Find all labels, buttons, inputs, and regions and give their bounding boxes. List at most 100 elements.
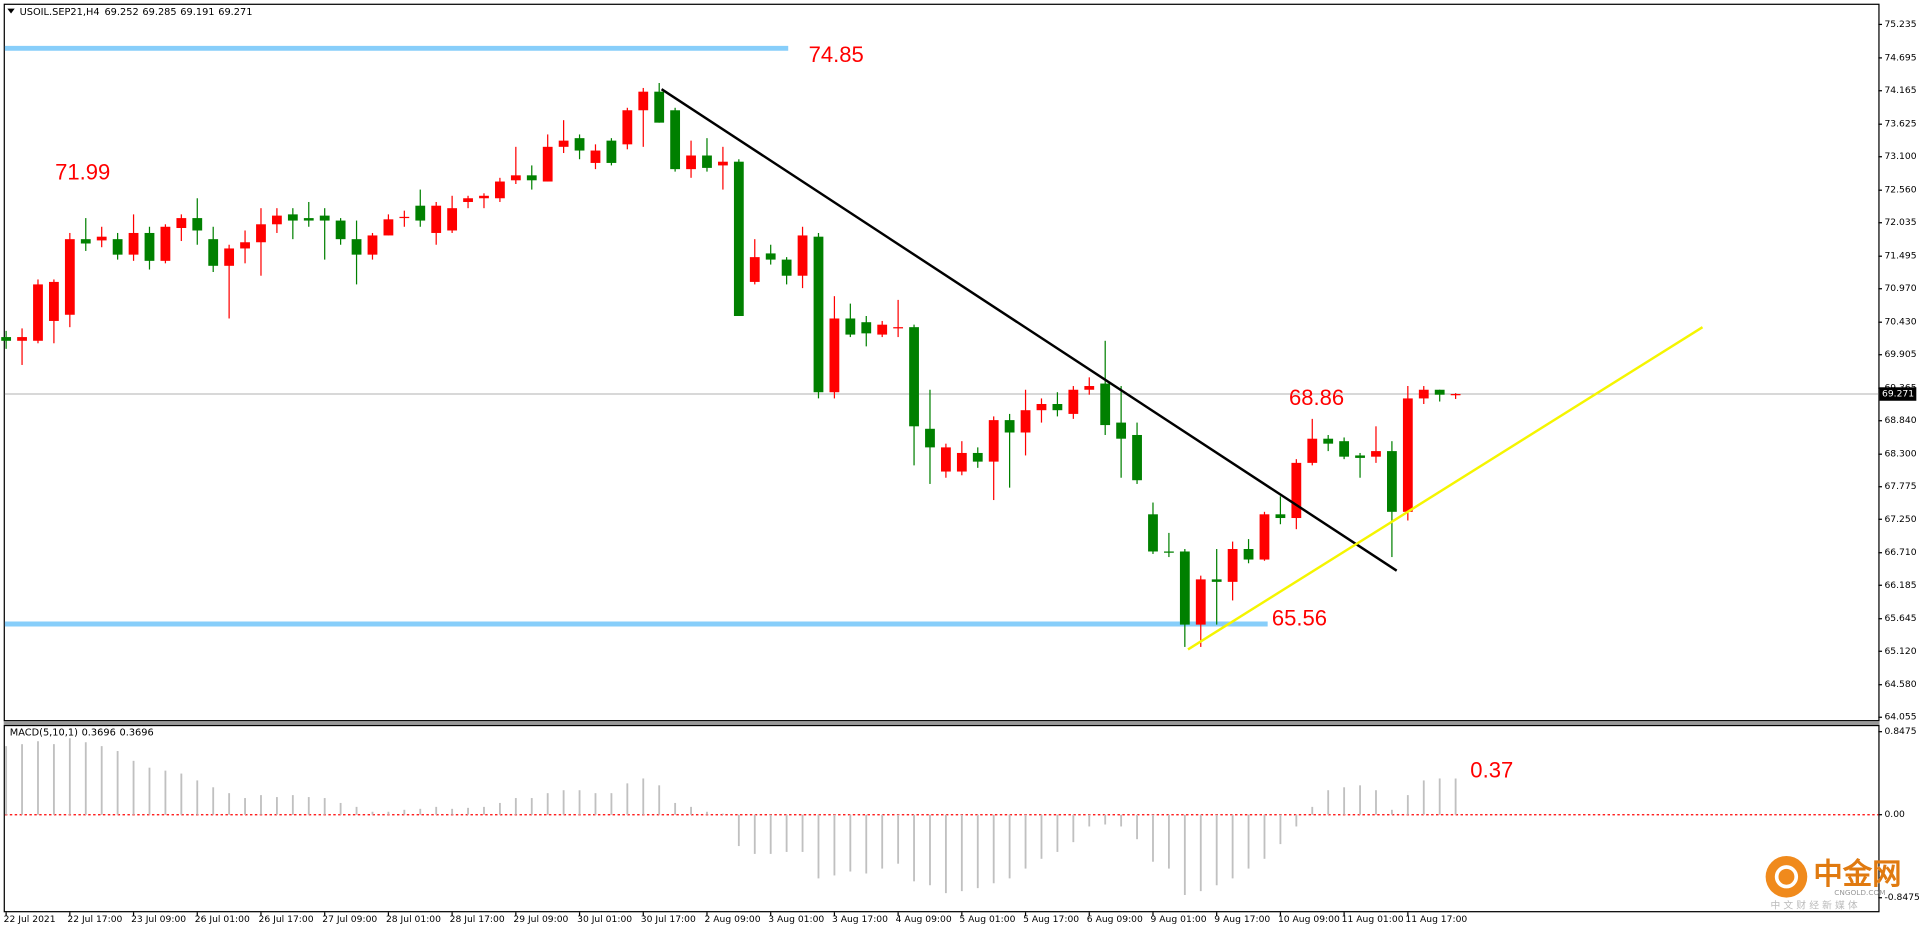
y-tick-label: 74.165 bbox=[1884, 85, 1916, 96]
x-tick-label: 10 Aug 09:00 bbox=[1278, 914, 1340, 925]
candle-body bbox=[526, 175, 537, 181]
candle-body bbox=[303, 218, 314, 221]
macd-signal: 0.3696 bbox=[119, 727, 153, 738]
y-tick-label: 67.775 bbox=[1884, 481, 1916, 492]
x-tick-label: 5 Aug 01:00 bbox=[959, 914, 1015, 925]
candle-body bbox=[606, 140, 617, 163]
candle-body bbox=[319, 215, 330, 221]
candle-body bbox=[335, 220, 346, 240]
candle-body bbox=[112, 239, 123, 255]
candle-body bbox=[479, 195, 489, 199]
candle-body bbox=[1068, 389, 1079, 414]
candle-body bbox=[654, 91, 665, 123]
candle-body bbox=[1116, 422, 1127, 439]
candle-body bbox=[1148, 514, 1158, 552]
logo-circle bbox=[1765, 855, 1808, 898]
y-tick-label: 69.905 bbox=[1884, 349, 1916, 360]
x-tick-label: 28 Jul 17:00 bbox=[450, 914, 505, 925]
candle-body bbox=[160, 226, 171, 261]
candle-body bbox=[877, 324, 888, 335]
macd-header: MACD(5,10,1) 0.3696 0.3696 bbox=[10, 727, 154, 738]
candle-body bbox=[813, 236, 824, 393]
candle-body bbox=[1355, 455, 1365, 458]
candle-body bbox=[1275, 514, 1286, 519]
candle-body bbox=[1052, 404, 1063, 411]
candle-body bbox=[988, 420, 999, 462]
open-value: 69.252 bbox=[104, 7, 138, 18]
macd-annotation: 0.37 bbox=[1470, 757, 1513, 782]
candle-body bbox=[431, 205, 442, 233]
candle-body bbox=[1211, 579, 1222, 582]
x-tick-label: 26 Jul 17:00 bbox=[259, 914, 314, 925]
candle-body bbox=[1387, 451, 1397, 512]
candle-body bbox=[128, 232, 139, 255]
y-tick-label: 74.695 bbox=[1884, 52, 1916, 63]
y-tick-label: 72.560 bbox=[1884, 185, 1916, 196]
candle-body bbox=[1339, 441, 1350, 457]
candle-body bbox=[463, 198, 473, 202]
pane-separator bbox=[3, 721, 1880, 725]
candle-body bbox=[383, 219, 394, 236]
candle-body bbox=[686, 155, 696, 170]
y-tick-label: 70.970 bbox=[1884, 283, 1916, 294]
candle-body bbox=[956, 452, 967, 472]
candle-body bbox=[909, 327, 919, 427]
y-tick-label: 73.100 bbox=[1884, 151, 1916, 162]
candle-body bbox=[510, 175, 521, 181]
x-tick-label: 3 Aug 01:00 bbox=[768, 914, 824, 925]
candle-body bbox=[64, 239, 75, 315]
x-tick-label: 9 Aug 01:00 bbox=[1151, 914, 1207, 925]
candle-body bbox=[574, 138, 585, 151]
candle-body bbox=[1020, 410, 1031, 433]
macd-value: 0.3696 bbox=[82, 727, 116, 738]
current-price-tag bbox=[1879, 387, 1917, 401]
candle-body bbox=[1084, 386, 1095, 390]
candle-body bbox=[208, 239, 219, 266]
watermark-domain: CNGOLD.COM bbox=[1834, 888, 1885, 897]
candle-body bbox=[1323, 438, 1334, 444]
x-tick-label: 9 Aug 17:00 bbox=[1214, 914, 1270, 925]
x-tick-label: 2 Aug 09:00 bbox=[705, 914, 761, 925]
x-tick-label: 5 Aug 17:00 bbox=[1023, 914, 1079, 925]
candle-body bbox=[272, 215, 282, 225]
x-tick-label: 6 Aug 09:00 bbox=[1087, 914, 1143, 925]
candle-body bbox=[415, 205, 426, 221]
candle-body bbox=[224, 248, 235, 266]
candle-body bbox=[1418, 389, 1429, 399]
y-tick-label: 66.710 bbox=[1884, 547, 1916, 558]
candle-body bbox=[845, 318, 856, 335]
candle-body bbox=[1307, 438, 1318, 463]
x-tick-label: 23 Jul 09:00 bbox=[131, 914, 186, 925]
y-tick-label: 67.250 bbox=[1884, 514, 1916, 525]
candle-body bbox=[558, 140, 569, 147]
candle-body bbox=[797, 235, 808, 276]
current-price-label: 69.271 bbox=[1882, 389, 1914, 400]
candle-body bbox=[240, 242, 250, 249]
high-value: 69.285 bbox=[142, 7, 176, 18]
y-tick-label: 65.120 bbox=[1884, 646, 1916, 657]
macd-y-tick-label: -0.8475 bbox=[1884, 892, 1920, 903]
candle-body bbox=[749, 257, 760, 282]
candle-body bbox=[256, 224, 266, 243]
candle-body bbox=[1132, 434, 1142, 481]
candle-body bbox=[1164, 551, 1174, 553]
y-tick-label: 65.645 bbox=[1884, 613, 1916, 624]
candle-body bbox=[1371, 451, 1381, 457]
candle-body bbox=[287, 214, 298, 221]
y-tick-label: 72.035 bbox=[1884, 217, 1916, 228]
y-tick-label: 64.055 bbox=[1884, 712, 1916, 723]
chart-header: USOIL.SEP21,H4 69.252 69.285 69.191 69.271 bbox=[20, 7, 253, 18]
price-annotation: 71.99 bbox=[55, 160, 110, 185]
candle-body bbox=[1243, 549, 1254, 560]
x-tick-label: 11 Aug 01:00 bbox=[1342, 914, 1404, 925]
candle-body bbox=[1259, 514, 1270, 560]
x-tick-label: 26 Jul 01:00 bbox=[195, 914, 250, 925]
candle-body bbox=[176, 218, 187, 229]
candle-body bbox=[351, 239, 362, 255]
candle-body bbox=[1402, 398, 1413, 512]
symbol: USOIL.SEP21,H4 bbox=[20, 7, 100, 18]
candle-body bbox=[733, 161, 744, 317]
logo-mark bbox=[1774, 865, 1799, 889]
x-tick-label: 3 Aug 17:00 bbox=[832, 914, 888, 925]
